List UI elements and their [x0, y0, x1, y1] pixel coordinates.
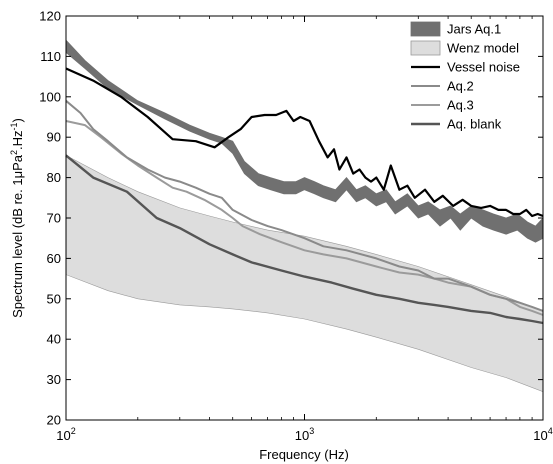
legend-jars-aq-1-swatch: [410, 21, 441, 37]
line-aq-2: [65, 100, 544, 312]
y-tick-label: 100: [39, 89, 61, 104]
legend-aq-blank-label: Aq. blank: [447, 117, 502, 132]
legend-wenz-model-swatch: [410, 40, 441, 56]
y-axis-label: Spectrum level (dB re. 1μPa2.Hz-1): [9, 118, 25, 318]
x-axis-label: Frequency (Hz): [259, 447, 349, 462]
y-tick-label: 120: [39, 9, 61, 24]
y-tick-label: 60: [47, 251, 61, 266]
y-axis-label-end: ): [10, 118, 25, 122]
legend: Jars Aq.1 Wenz model Vessel noise Aq.2 Aq.3 A…: [410, 21, 520, 132]
y-tick-label: 80: [47, 170, 61, 185]
x-tick-label: 104: [533, 426, 552, 443]
y-tick-label: 20: [47, 413, 61, 428]
legend-wenz-model-label: Wenz model: [447, 41, 519, 56]
line-vessel-noise: [65, 67, 544, 218]
y-tick-label: 40: [47, 332, 61, 347]
y-tick-label: 30: [47, 372, 61, 387]
y-axis-label-main: Spectrum level (dB re. 1μPa: [10, 154, 25, 318]
x-tick-label: 102: [56, 426, 75, 443]
line-aq-blank: [65, 154, 544, 325]
legend-jars-aq-1-label: Jars Aq.1: [447, 22, 501, 37]
x-tick-label: 103: [295, 426, 314, 443]
y-axis-label-sup1: 2: [9, 150, 19, 155]
legend-aq-2-label: Aq.2: [447, 79, 474, 94]
y-tick-label: 50: [47, 291, 61, 306]
y-tick-label: 70: [47, 211, 61, 226]
y-axis-label-sup2: -1: [9, 122, 19, 130]
y-tick-label: 90: [47, 130, 61, 145]
legend-vessel-noise-label: Vessel noise: [447, 60, 520, 75]
tick-layer: 20 30 40 50 60 70 80 90 100 110 120 102 103 104: [39, 9, 552, 444]
legend-aq-3-label: Aq.3: [447, 98, 474, 113]
line-series-layer: [65, 67, 544, 325]
y-axis-label-mid: .Hz: [10, 131, 25, 151]
y-tick-label: 110: [40, 49, 61, 64]
y-axis-label-group: Spectrum level (dB re. 1μPa2.Hz-1): [9, 118, 25, 318]
